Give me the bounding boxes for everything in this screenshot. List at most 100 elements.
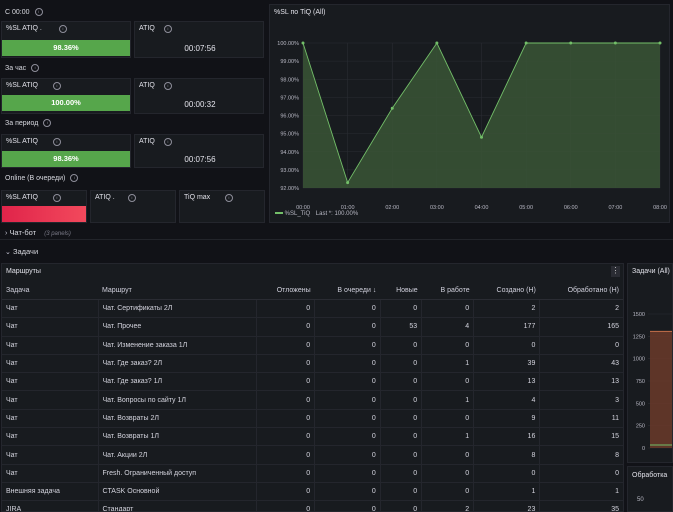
column-header[interactable]: Задача — [2, 282, 98, 300]
info-icon[interactable]: i — [43, 119, 52, 127]
info-icon[interactable]: i — [53, 82, 61, 90]
panel-menu-icon[interactable]: ⋮ — [611, 266, 620, 277]
table-cell: 16 — [473, 427, 541, 447]
panel-title: %SL ATIQ — [6, 82, 38, 89]
table-cell: 1 — [473, 482, 541, 502]
table-cell: Чат — [2, 299, 99, 319]
table-cell: 0 — [380, 445, 423, 465]
row-chatbot[interactable]: › Чат-бот (3 panels) — [5, 228, 71, 237]
table-cell: Чат. Прочее — [98, 317, 257, 337]
table-cell: 0 — [539, 464, 623, 483]
table-cell: 0 — [256, 390, 316, 410]
table-row[interactable]: Чат Чат. Где заказ? 1Л 0 0 0 0 13 13 — [2, 372, 623, 392]
info-icon[interactable]: i — [59, 25, 67, 33]
data-point — [613, 41, 617, 45]
table-cell: Стандарт — [98, 500, 257, 511]
table-row[interactable]: Чат Чат. Изменение заказа 1Л 0 0 0 0 0 0 — [2, 336, 623, 355]
table-cell: 0 — [256, 372, 316, 392]
table-cell: 0 — [314, 445, 381, 465]
table-cell: Чат. Где заказ? 1Л — [98, 372, 257, 392]
routes-table-panel: Маршруты ⋮ Задача Маршрут Отложены В очеред… — [1, 263, 624, 512]
row-panel-count: (3 panels) — [44, 231, 71, 237]
table-cell: 0 — [256, 317, 316, 337]
info-icon[interactable]: i — [70, 174, 79, 182]
table-cell: Чат. Возвраты 2Л — [98, 409, 257, 429]
table-cell: 4 — [421, 317, 475, 337]
table-cell: 0 — [256, 482, 316, 502]
row-tasks[interactable]: ⌄ Задачи — [5, 247, 38, 256]
column-header[interactable]: В очереди ↓ — [314, 282, 381, 300]
table-row[interactable]: Чат Чат. Где заказ? 2Л 0 0 0 1 39 43 — [2, 354, 623, 374]
column-header[interactable]: Отложены — [256, 282, 315, 300]
table-cell: 53 — [380, 317, 423, 337]
info-icon[interactable]: i — [128, 194, 136, 202]
info-icon[interactable]: i — [164, 82, 172, 90]
table-cell: Чат. Изменение заказа 1Л — [98, 336, 257, 355]
table-cell: 3 — [539, 390, 623, 410]
info-icon[interactable]: i — [31, 64, 40, 72]
table-row[interactable]: Чат Чат. Акции 2Л 0 0 0 0 8 8 — [2, 445, 623, 465]
table-cell: Чат — [2, 464, 99, 483]
table-cell: 0 — [314, 354, 381, 374]
table-cell: Чат — [2, 390, 99, 410]
panel-title: Обработка — [632, 472, 668, 479]
table-cell: 9 — [473, 409, 541, 429]
table-cell: 0 — [473, 464, 541, 483]
legend-swatch — [275, 212, 283, 215]
info-icon[interactable]: i — [34, 8, 43, 16]
table-cell: Чат — [2, 317, 99, 337]
table-row[interactable]: Чат Чат. Сертификаты 2Л 0 0 0 0 2 2 — [2, 299, 623, 319]
tasks-all-panel: Задачи (All) 1500 1250 1000 750 500 250 0 — [627, 263, 673, 463]
column-header[interactable]: Создано (Н) — [473, 282, 540, 300]
table-row[interactable]: Чат Чат. Вопросы по сайту 1Л 0 0 0 1 4 3 — [2, 390, 623, 410]
table-cell: 0 — [256, 354, 316, 374]
sl-atiq-panel-hour: %SL ATIQ i 100.00% — [1, 78, 131, 114]
info-icon[interactable]: i — [225, 194, 233, 202]
table-cell: Чат — [2, 354, 99, 374]
table-cell: Чат — [2, 427, 99, 447]
table-cell: 0 — [256, 409, 316, 429]
routes-table: Задача Маршрут Отложены В очереди ↓ Новые В р… — [2, 282, 623, 511]
y-tick-label: 98.00% — [280, 77, 299, 83]
info-icon[interactable]: i — [164, 25, 172, 33]
table-cell: 0 — [314, 390, 381, 410]
info-icon[interactable]: i — [164, 138, 172, 146]
x-tick-label: 07:00 — [608, 205, 622, 211]
table-cell: Чат. Акции 2Л — [98, 445, 257, 465]
table-cell: 0 — [473, 336, 541, 355]
panel-title: %SL ATIQ . — [6, 25, 42, 32]
x-tick-label: 04:00 — [475, 205, 489, 211]
panel-title: ATIQ — [139, 138, 155, 145]
y-tick-label: 1000 — [633, 357, 645, 363]
atiq-panel-hour: ATIQ i 00:00:32 — [134, 78, 264, 114]
table-row[interactable]: Чат Чат. Прочее 0 0 53 4 177 165 — [2, 317, 623, 337]
chevron-right-icon: › — [5, 230, 8, 237]
table-row[interactable]: Чат Чат. Возвраты 2Л 0 0 0 0 9 11 — [2, 409, 623, 429]
table-cell: 0 — [380, 372, 423, 392]
table-cell: 0 — [256, 464, 316, 483]
table-cell: 0 — [380, 482, 423, 502]
data-point — [346, 181, 350, 185]
table-cell: 0 — [314, 409, 381, 429]
y-tick-label: 1250 — [633, 334, 645, 340]
sl-value-bar: 98.36% — [2, 151, 130, 167]
table-cell: 0 — [314, 464, 381, 483]
table-cell: 0 — [314, 317, 381, 337]
info-icon[interactable]: i — [53, 138, 61, 146]
table-cell: 1 — [421, 390, 475, 410]
table-row[interactable]: Внешняя задача CTASK Основной 0 0 0 0 1 1 — [2, 482, 623, 502]
table-row[interactable]: Чат Чат. Возвраты 1Л 0 0 0 1 16 15 — [2, 427, 623, 447]
panel-title: ATIQ . — [95, 194, 115, 201]
column-header[interactable]: Обработано (Н) — [539, 282, 623, 300]
table-cell: 0 — [380, 354, 423, 374]
info-icon[interactable]: i — [53, 194, 61, 202]
table-row[interactable]: JIRA Стандарт 0 0 0 2 23 35 — [2, 500, 623, 511]
chart-legend[interactable]: %SL_TiQ Last *: 100.00% — [275, 211, 358, 217]
section-title-hour: За час i — [5, 64, 40, 72]
column-header[interactable]: В работе — [421, 282, 474, 300]
column-header[interactable]: Новые — [380, 282, 422, 300]
column-header[interactable]: Маршрут — [98, 282, 256, 300]
table-row[interactable]: Чат Fresh. Ограниченный доступ 0 0 0 0 0 0 — [2, 464, 623, 483]
table-cell: 0 — [421, 445, 475, 465]
table-cell: 13 — [473, 372, 541, 392]
